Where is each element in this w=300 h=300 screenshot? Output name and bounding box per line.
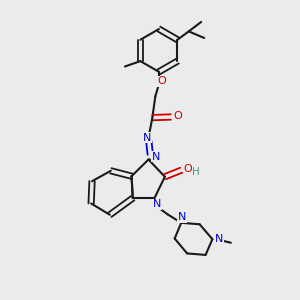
Text: O: O [183, 164, 192, 174]
Text: N: N [152, 152, 160, 162]
Text: O: O [173, 111, 182, 121]
Text: N: N [178, 212, 186, 223]
Text: N: N [215, 234, 223, 244]
Text: H: H [192, 167, 200, 177]
Text: N: N [153, 199, 161, 209]
Text: N: N [143, 133, 152, 142]
Text: O: O [157, 76, 166, 86]
